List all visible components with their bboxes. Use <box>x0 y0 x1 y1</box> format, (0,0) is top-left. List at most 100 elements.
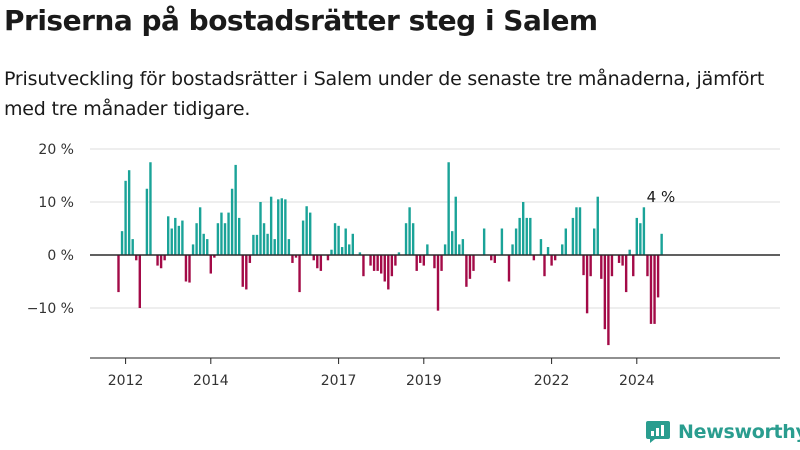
bar <box>120 231 124 255</box>
bar <box>440 255 443 271</box>
bar <box>287 239 291 255</box>
bar <box>124 180 127 255</box>
bar <box>333 223 337 255</box>
bar <box>117 255 120 293</box>
bar <box>411 223 415 255</box>
bar <box>223 223 227 255</box>
bar <box>266 233 269 255</box>
bar <box>145 188 149 255</box>
bar <box>454 196 457 255</box>
bar <box>277 199 280 255</box>
bar <box>241 255 244 287</box>
x-tick-label: 2019 <box>406 373 442 389</box>
bar <box>617 255 621 263</box>
bar <box>209 255 212 274</box>
bar <box>610 255 614 277</box>
bar <box>522 202 525 255</box>
chart-subtitle: Prisutveckling för bostadsrätter i Salem… <box>4 68 765 120</box>
bar <box>376 255 379 271</box>
bar <box>656 255 660 298</box>
bar <box>351 233 354 255</box>
bar <box>639 223 642 255</box>
bar <box>259 202 262 255</box>
bar <box>294 255 298 258</box>
bar <box>422 255 425 266</box>
bar <box>514 228 518 255</box>
bar <box>369 255 372 266</box>
bar <box>191 244 195 255</box>
bar <box>362 255 365 277</box>
bar <box>380 255 383 274</box>
bar <box>138 255 141 308</box>
bar <box>234 164 237 255</box>
x-tick-label: 2024 <box>619 373 655 389</box>
bar <box>280 198 283 255</box>
bar <box>383 255 386 282</box>
bar <box>340 247 344 255</box>
x-tick-label: 2017 <box>321 373 357 389</box>
bar <box>227 212 230 255</box>
bar <box>461 239 465 255</box>
bar <box>596 196 599 255</box>
bar <box>511 244 514 255</box>
bar <box>518 217 521 255</box>
bar <box>628 249 631 255</box>
bar <box>575 207 578 255</box>
bar <box>309 212 312 255</box>
bar <box>269 196 273 255</box>
bar <box>458 244 461 255</box>
bar <box>316 255 319 269</box>
y-tick-label: −10 % <box>27 301 74 317</box>
bar <box>230 188 234 255</box>
bar <box>550 255 553 266</box>
newsworthy-logo-icon <box>646 421 670 443</box>
bar <box>500 228 504 255</box>
bar <box>621 255 624 266</box>
bar <box>451 231 454 255</box>
bar <box>624 255 628 293</box>
bar <box>127 170 131 255</box>
bar <box>184 255 188 282</box>
bar <box>255 234 259 255</box>
bar <box>539 239 543 255</box>
y-tick-label: 10 % <box>38 195 74 211</box>
last-value-label: 4 % <box>647 188 676 206</box>
bar <box>607 255 610 346</box>
y-tick-label: 0 % <box>47 248 74 264</box>
x-tick-label: 2022 <box>534 373 570 389</box>
bar <box>284 199 287 255</box>
bar <box>490 255 493 261</box>
bar <box>312 255 315 261</box>
bar <box>206 239 209 255</box>
bar <box>653 255 656 324</box>
bar <box>468 255 472 279</box>
bar <box>245 255 248 290</box>
bar <box>465 255 468 287</box>
brand-logo: Newsworthy <box>645 420 800 444</box>
bar <box>635 217 638 255</box>
bar <box>436 255 440 311</box>
bar <box>646 255 649 277</box>
bar <box>426 244 429 255</box>
bar <box>589 255 592 277</box>
bar <box>472 255 475 271</box>
bar <box>358 252 362 255</box>
bar <box>553 255 557 261</box>
bar <box>564 228 567 255</box>
bar <box>571 217 575 255</box>
bar <box>415 255 418 271</box>
bar <box>170 228 173 255</box>
bar <box>149 162 152 255</box>
bar <box>419 255 422 263</box>
bar <box>156 255 159 266</box>
bar <box>319 255 323 271</box>
bar <box>507 255 511 282</box>
bar <box>344 228 347 255</box>
bar <box>301 220 305 255</box>
bar <box>632 255 635 277</box>
bar <box>543 255 546 277</box>
bar <box>660 233 663 255</box>
bar <box>585 255 589 314</box>
bar <box>167 216 170 255</box>
bar <box>532 255 536 261</box>
